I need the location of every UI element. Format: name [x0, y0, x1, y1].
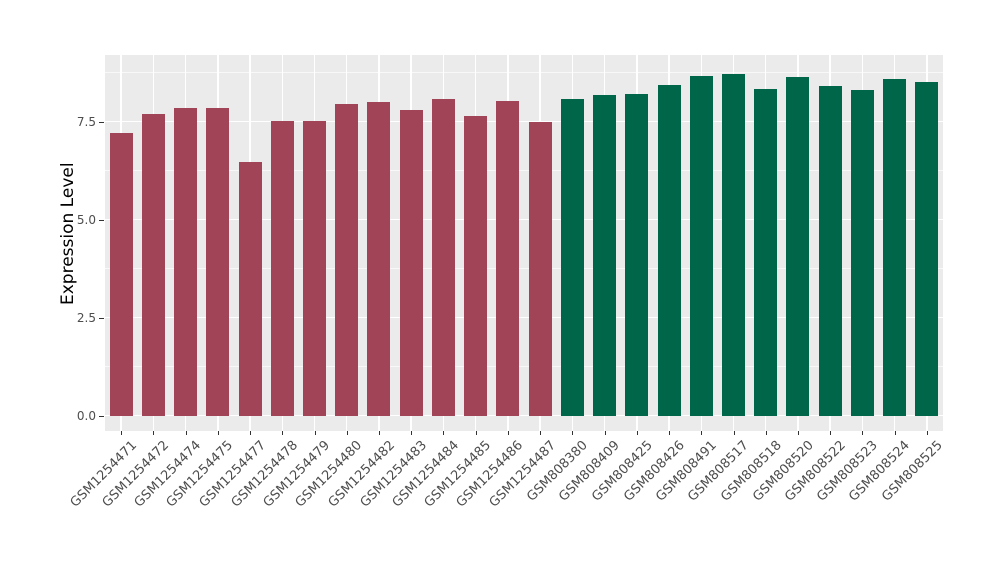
y-tick-mark — [99, 121, 104, 123]
bar — [238, 162, 262, 416]
x-tick-mark — [475, 431, 477, 435]
y-tick-label: 0.0 — [76, 408, 96, 423]
gridline-minor — [105, 268, 943, 270]
bar — [528, 122, 552, 416]
bar — [593, 95, 617, 416]
bar — [786, 77, 810, 416]
gridline-major — [105, 414, 943, 417]
gridline-major — [105, 218, 943, 221]
x-tick-mark — [701, 431, 703, 435]
bar — [496, 100, 520, 416]
x-tick-mark — [411, 431, 413, 435]
x-tick-mark — [443, 431, 445, 435]
x-tick-mark — [604, 431, 606, 435]
y-tick-label: 5.0 — [76, 212, 96, 227]
x-tick-mark — [250, 431, 252, 435]
bar — [399, 110, 423, 416]
gridline-major — [105, 316, 943, 319]
bar — [141, 113, 165, 416]
x-tick-mark — [765, 431, 767, 435]
bar — [883, 78, 907, 416]
x-tick-mark — [153, 431, 155, 435]
y-tick-mark — [99, 317, 104, 319]
bar — [754, 89, 778, 416]
x-tick-mark — [572, 431, 574, 435]
x-tick-mark — [217, 431, 219, 435]
bar — [657, 84, 681, 416]
bar — [560, 99, 584, 416]
x-tick-mark — [733, 431, 735, 435]
x-tick-mark — [830, 431, 832, 435]
bar — [689, 76, 713, 416]
x-tick-mark — [282, 431, 284, 435]
gridline-minor — [105, 72, 943, 74]
x-tick-mark — [540, 431, 542, 435]
y-axis-title: Expression Level — [58, 162, 78, 305]
bar — [850, 89, 874, 416]
y-tick-label: 7.5 — [76, 114, 96, 129]
bar — [915, 82, 939, 416]
bar — [303, 121, 326, 416]
gridline-minor — [105, 366, 943, 368]
y-tick-mark — [99, 415, 104, 417]
y-tick-label: 2.5 — [76, 310, 96, 325]
gridline-minor — [105, 170, 943, 172]
bar — [174, 107, 198, 416]
bar — [722, 73, 745, 416]
bar — [464, 115, 488, 416]
x-tick-mark — [926, 431, 928, 435]
x-tick-mark — [862, 431, 864, 435]
x-tick-mark — [669, 431, 671, 435]
bar — [367, 102, 391, 416]
x-tick-mark — [121, 431, 123, 435]
x-tick-mark — [185, 431, 187, 435]
bar — [335, 104, 359, 416]
bar — [270, 121, 294, 416]
x-tick-mark — [314, 431, 316, 435]
x-tick-mark — [894, 431, 896, 435]
x-tick-mark — [378, 431, 380, 435]
x-tick-mark — [507, 431, 509, 435]
x-tick-mark — [797, 431, 799, 435]
plot-panel — [105, 55, 943, 431]
bar — [109, 132, 133, 416]
bar — [206, 107, 230, 416]
bar — [625, 93, 649, 416]
gridline-major — [105, 120, 943, 123]
bar — [818, 86, 842, 416]
bar — [431, 99, 455, 416]
x-tick-mark — [636, 431, 638, 435]
y-tick-mark — [99, 219, 104, 221]
x-tick-mark — [346, 431, 348, 435]
